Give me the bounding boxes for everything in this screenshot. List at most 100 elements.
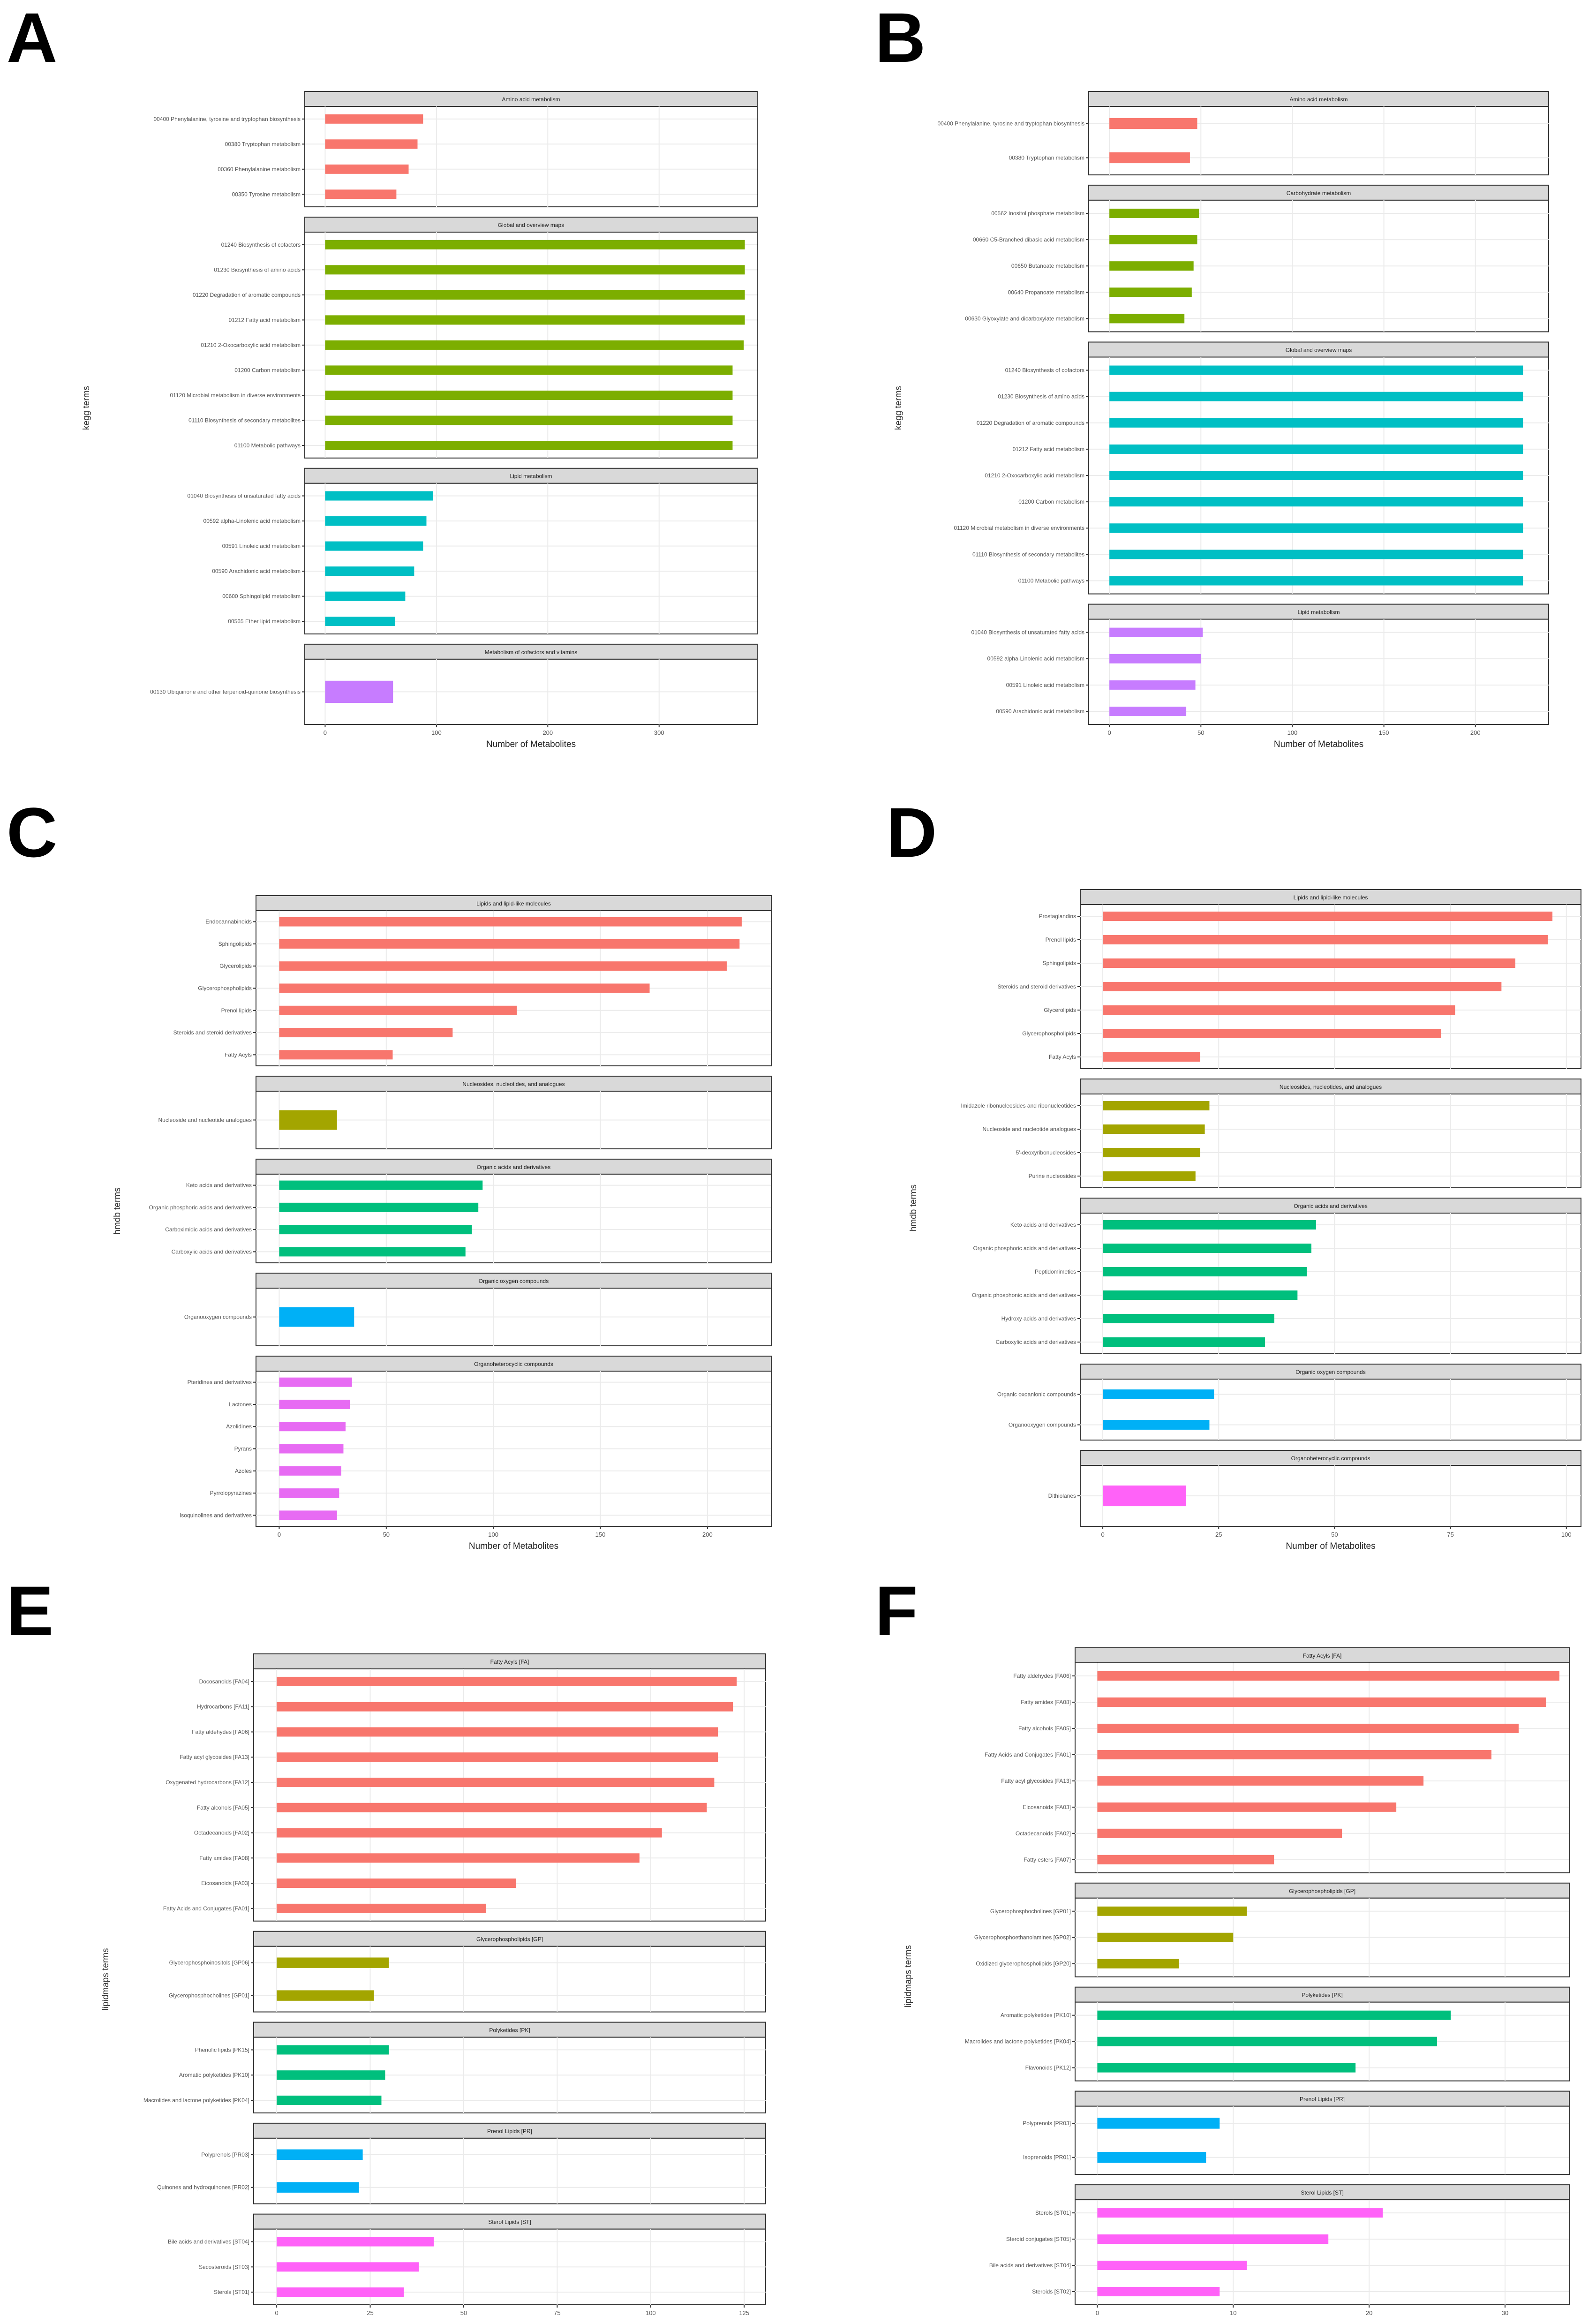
y-tick-label: 00591 Linoleic acid metabolism [1006,682,1084,688]
bar-aromatic-polyketides-pk10 [277,2070,385,2080]
y-tick-label: Organooxygen compounds [1009,1422,1076,1428]
bar-glycerolipids [1103,1005,1455,1015]
y-tick-label: Oxygenated hydrocarbons [FA12] [166,1779,249,1786]
y-tick-label: 00380 Tryptophan metabolism [225,141,301,147]
bar-01110-biosynthesis-of-secondary-metabolites [1109,550,1523,559]
y-tick-label: Isoprenoids [PR01] [1023,2154,1071,2161]
y-tick-label: Prostaglandins [1039,913,1076,920]
y-tick-label: 00350 Tyrosine metabolism [232,191,301,197]
chart-panel-b: Amino acid metabolism 00400 Phenylalanine… [894,91,1549,749]
bar-01210-2-oxocarboxylic-acid-metabolism [325,340,744,350]
x-axis-title: Number of Metabolites [469,1541,558,1551]
y-tick-label: 01200 Carbon metabolism [1018,498,1084,505]
bar-glycerophosphocholines-gp01 [1097,1906,1247,1916]
bar-fatty-amides-fa08 [1097,1697,1546,1707]
y-tick-label: Nucleoside and nucleotide analogues [158,1117,252,1123]
bar-peptidomimetics [1103,1267,1307,1276]
y-tick-label: Octadecanoids [FA02] [194,1830,249,1836]
bar-01120-microbial-metabolism-in-diverse-environments [325,390,733,400]
bar-00380-tryptophan-metabolism [1109,152,1190,164]
x-axis-title: Number of Metabolites [1286,1541,1375,1551]
facet-sterol-lipids-st-title: Sterol Lipids [ST] [1301,2189,1343,2196]
bar-fatty-acyls [1103,1052,1200,1062]
facet-organoheterocyclic-compounds-title: Organoheterocyclic compounds [1291,1455,1370,1462]
facet-nucleosides-nucleotides-and-analogues-title: Nucleosides, nucleotides, and analogues [1280,1084,1382,1090]
bar-glycerolipids [279,961,727,971]
y-tick-label: 01040 Biosynthesis of unsaturated fatty … [971,629,1084,636]
bar-prenol-lipids [1103,935,1548,944]
facet-metabolism-of-cofactors-and-vitamins-strip [304,643,758,660]
bar-00590-arachidonic-acid-metabolism [325,566,414,576]
facet-lipid-metabolism-title: Lipid metabolism [510,473,552,480]
facet-prenol-lipids-pr-title: Prenol Lipids [PR] [1300,2096,1345,2103]
y-tick-label: Bile acids and derivatives [ST04] [168,2239,249,2245]
bar-keto-acids-and-derivatives [1103,1220,1316,1230]
panel-letter-b: B [875,0,926,77]
facet-nucleosides-nucleotides-and-analogues-strip [256,1075,772,1092]
y-tick-label: 00565 Ether lipid metabolism [228,618,301,625]
y-tick-label: Fatty alcohols [FA05] [197,1804,249,1811]
y-tick-label: 01210 2-Oxocarboxylic acid metabolism [985,472,1084,479]
y-tick-label: Steroids and steroid derivatives [173,1029,252,1036]
y-tick-label: Lactones [229,1401,252,1408]
bar-oxygenated-hydrocarbons-fa12 [277,1777,715,1787]
y-tick-label: Fatty Acids and Conjugates [FA01] [163,1905,249,1912]
y-tick-label: Organic oxoanionic compounds [997,1391,1076,1398]
y-axis-title: kegg terms [82,386,91,430]
y-tick-label: 00592 alpha-Linolenic acid metabolism [987,656,1084,662]
facet-fatty-acyls-fa-title: Fatty Acyls [FA] [1303,1652,1342,1659]
bar-steroids-and-steroid-derivatives [279,1028,453,1038]
x-tick-label: 150 [595,1531,606,1538]
facet-organic-acids-and-derivatives-title: Organic acids and derivatives [477,1164,550,1170]
y-axis-title: hmdb terms [113,1187,122,1234]
bar-00592-alpha-linolenic-acid-metabolism [1109,654,1201,664]
y-tick-label: 00590 Arachidonic acid metabolism [996,708,1084,715]
y-tick-label: Glycerophospholipids [1022,1030,1076,1037]
bar-aromatic-polyketides-pk10 [1097,2010,1451,2020]
bar-fatty-aldehydes-fa06 [277,1727,718,1737]
y-tick-label: 00380 Tryptophan metabolism [1009,154,1084,161]
chart-panel-a: Amino acid metabolism 00400 Phenylalanine… [82,91,758,749]
bar-00600-sphingolipid-metabolism [325,591,406,601]
y-axis-title: lipidmaps terms [101,1948,111,2010]
chart-panel-d: Lipids and lipid-like molecules Prostagla… [909,889,1581,1551]
bar-00400-phenylalanine-tyrosine-and-tryptophan-biosynthesis [325,114,423,124]
y-tick-label: Dithiolanes [1048,1493,1076,1499]
facet-fatty-acyls-fa-strip [253,1653,766,1669]
y-tick-label: Glycerophosphoethanolamines [GP02] [974,1934,1071,1941]
y-tick-label: Keto acids and derivatives [186,1182,252,1189]
bar-organic-phosphonic-acids-and-derivatives [1103,1290,1298,1300]
facet-polyketides-pk-title: Polyketides [PK] [489,2027,530,2034]
bar-quinones-and-hydroquinones-pr02 [277,2182,359,2193]
bar-carboxylic-acids-and-derivatives [1103,1337,1265,1347]
bar-secosteroids-st03 [277,2262,419,2272]
bar-00562-inositol-phosphate-metabolism [1109,208,1199,218]
facet-carbohydrate-metabolism-title: Carbohydrate metabolism [1287,190,1351,196]
facet-organic-oxygen-compounds-strip [1080,1364,1581,1380]
y-tick-label: 01230 Biosynthesis of amino acids [214,266,301,273]
facet-lipid-metabolism-panel [304,483,758,634]
bar-fatty-aldehydes-fa06 [1097,1671,1559,1681]
facet-glycerophospholipids-gp-title: Glycerophospholipids [GP] [1289,1888,1355,1894]
bar-prenol-lipids [279,1005,517,1015]
y-tick-label: 01110 Biosynthesis of secondary metaboli… [972,551,1084,558]
facet-prenol-lipids-pr-strip [253,2122,766,2139]
facet-glycerophospholipids-gp-title: Glycerophospholipids [GP] [476,1936,543,1943]
x-tick-label: 50 [1197,729,1204,736]
bar-00650-butanoate-metabolism [1109,261,1194,271]
y-tick-label: Fatty esters [FA07] [1024,1856,1071,1863]
bar-sterols-st01 [277,2287,404,2297]
y-tick-label: 00562 Inositol phosphate metabolism [991,210,1084,217]
bar-00360-phenylalanine-metabolism [325,164,409,174]
bar-00590-arachidonic-acid-metabolism [1109,706,1187,716]
bar-01040-biosynthesis-of-unsaturated-fatty-acids [1109,627,1203,637]
facet-lipid-metabolism-strip [1088,604,1549,620]
panel-letter-e: E [7,1571,54,1650]
facet-prenol-lipids-pr-panel [253,2137,766,2204]
bar-steroids-st02 [1097,2287,1220,2297]
y-tick-label: Pyrrolopyrazines [210,1490,252,1496]
y-tick-label: Organic phosphoric acids and derivatives [149,1204,252,1211]
y-tick-label: 01120 Microbial metabolism in diverse en… [954,525,1084,531]
bar-steroids-and-steroid-derivatives [1103,982,1502,991]
y-tick-label: 00650 Butanoate metabolism [1011,263,1084,269]
